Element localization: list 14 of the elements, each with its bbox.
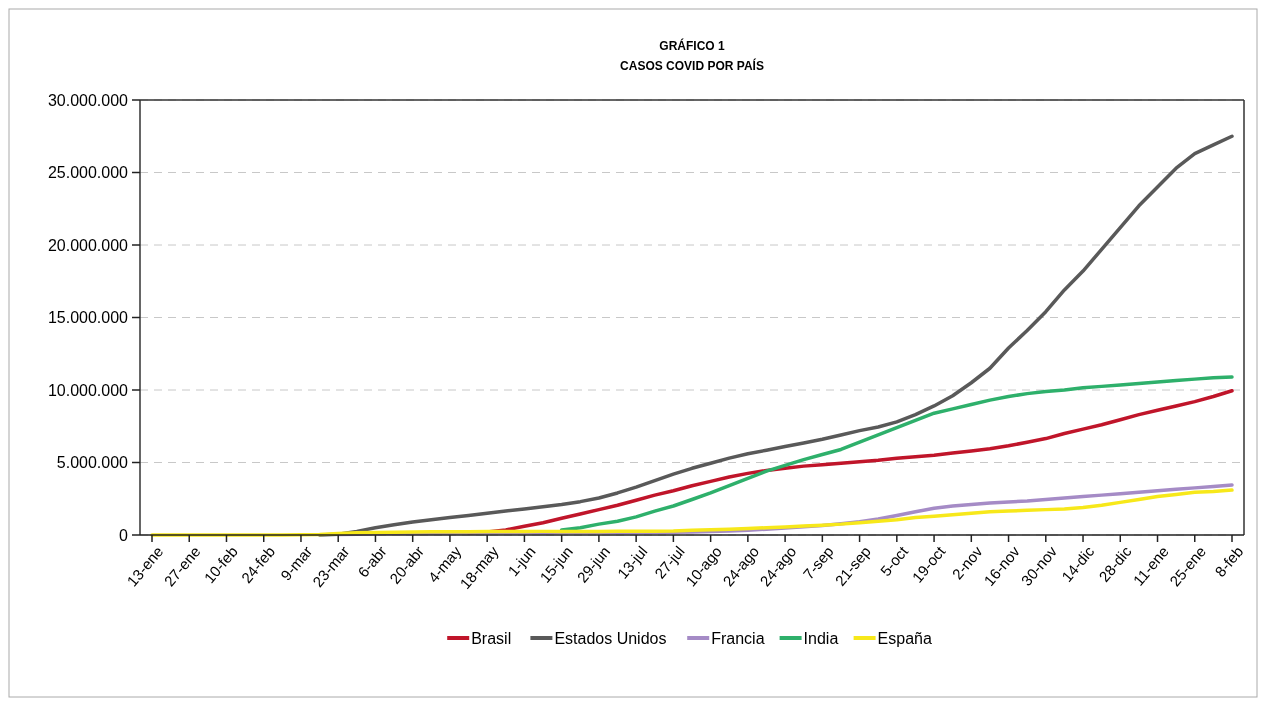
- y-tick-label: 10.000.000: [47, 381, 129, 399]
- y-tick-label: 0: [119, 526, 129, 544]
- y-tick-label: 20.000.000: [47, 236, 129, 254]
- legend-label: España: [877, 629, 932, 647]
- chart-subtitle: CASOS COVID POR PAÍS: [620, 58, 764, 73]
- chart-title: GRÁFICO 1: [659, 38, 725, 53]
- legend-label: Francia: [711, 629, 765, 647]
- legend-label: Estados Unidos: [554, 629, 667, 647]
- y-tick-label: 30.000.000: [47, 91, 129, 109]
- legend-label: India: [803, 629, 839, 647]
- y-tick-label: 5.000.000: [56, 454, 129, 472]
- legend-label: Brasil: [471, 629, 512, 647]
- y-tick-label: 25.000.000: [47, 164, 129, 182]
- y-tick-label: 15.000.000: [47, 309, 129, 327]
